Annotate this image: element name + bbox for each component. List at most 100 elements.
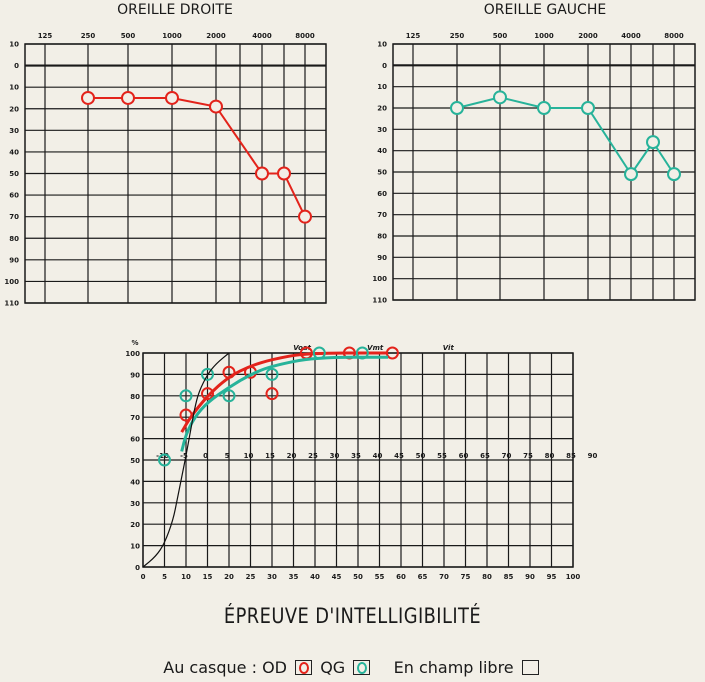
- x-tick-label: 35: [289, 573, 299, 581]
- x-tick-label: 60: [396, 573, 406, 581]
- threshold-annotation: Vmt: [367, 344, 384, 352]
- x-tick-label: 2000: [206, 32, 226, 40]
- y-tick-label: 0: [14, 62, 19, 70]
- upper-x-tick-label: 40: [373, 452, 383, 460]
- data-point-od: [265, 387, 279, 401]
- data-point-od: [179, 408, 193, 422]
- upper-x-tick-label: 20: [287, 452, 297, 460]
- y-tick-label: 10: [377, 41, 387, 49]
- x-tick-label: 4000: [621, 32, 641, 40]
- x-tick-label: 125: [406, 32, 421, 40]
- y-tick-label: 40: [130, 478, 140, 486]
- upper-x-tick-label: 75: [523, 452, 533, 460]
- y-tick-label: 30: [377, 126, 387, 134]
- legend-free-field-label: En champ libre: [393, 658, 514, 677]
- upper-x-tick-label: 80: [545, 452, 555, 460]
- x-tick-label: 65: [418, 573, 428, 581]
- data-point-og: [581, 101, 595, 115]
- x-tick-label: 45: [332, 573, 342, 581]
- x-tick-label: 500: [121, 32, 136, 40]
- x-tick-label: 80: [482, 573, 492, 581]
- upper-x-tick-label: 35: [351, 452, 361, 460]
- upper-x-tick-label: 65: [480, 452, 490, 460]
- x-tick-label: 30: [267, 573, 277, 581]
- y-tick-label: 110: [4, 300, 19, 308]
- y-tick-label: 90: [130, 371, 140, 379]
- series-line-od: [88, 96, 306, 218]
- y-tick-label: 70: [130, 414, 140, 422]
- x-tick-label: 250: [450, 32, 465, 40]
- x-tick-label: 100: [566, 573, 581, 581]
- y-tick-label: 70: [9, 213, 19, 221]
- y-tick-label: 80: [9, 235, 19, 243]
- x-tick-label: 500: [493, 32, 508, 40]
- x-tick-label: 90: [525, 573, 535, 581]
- y-tick-label: 30: [9, 127, 19, 135]
- data-point-od: [255, 166, 269, 181]
- data-point-od: [209, 99, 223, 114]
- y-tick-label: 60: [9, 192, 19, 200]
- data-point-og: [537, 101, 551, 115]
- upper-x-tick-label: 50: [416, 452, 426, 460]
- upper-x-tick-label: 10: [244, 452, 254, 460]
- y-tick-label: 50: [130, 457, 140, 465]
- data-point-og: [158, 453, 171, 467]
- legend-og-label: QG: [320, 658, 346, 677]
- data-point-od: [121, 90, 135, 105]
- speech-test-title: ÉPREUVE D'INTELLIGIBILITÉ: [223, 604, 482, 628]
- data-point-og: [312, 346, 326, 360]
- y-tick-label: 20: [130, 521, 140, 529]
- upper-x-tick-label: 15: [265, 452, 275, 460]
- upper-x-tick-label: 25: [308, 452, 318, 460]
- x-tick-label: 8000: [664, 32, 684, 40]
- y-tick-label: 10: [130, 543, 140, 551]
- data-point-od: [277, 166, 291, 181]
- y-tick-label: 40: [9, 148, 19, 156]
- y-tick-label: 100: [372, 275, 387, 283]
- y-tick-label: 60: [130, 436, 140, 444]
- audiogram-title: OREILLE GAUCHE: [484, 2, 606, 18]
- legend-prefix: Au casque :: [163, 658, 257, 677]
- x-tick-label: 125: [38, 32, 53, 40]
- y-axis-unit: %: [131, 339, 138, 347]
- upper-x-tick-label: 60: [459, 452, 469, 460]
- legend-og-swatch: [353, 660, 371, 675]
- upper-x-tick-label: 70: [502, 452, 512, 460]
- x-tick-label: 250: [81, 32, 96, 40]
- data-point-og: [201, 367, 214, 381]
- upper-x-tick-label: 45: [394, 452, 404, 460]
- data-point-og: [179, 389, 193, 403]
- x-tick-label: 75: [461, 573, 471, 581]
- x-tick-label: 10: [181, 573, 191, 581]
- legend-free-field-swatch: [521, 660, 539, 675]
- data-point-od: [201, 387, 214, 401]
- y-tick-label: 100: [4, 278, 19, 286]
- data-point-og: [624, 167, 638, 182]
- upper-x-tick-label: 85: [566, 452, 576, 460]
- x-tick-label: 85: [504, 573, 514, 581]
- data-point-og: [667, 167, 681, 182]
- x-tick-label: 0: [141, 573, 146, 581]
- fit-curve-reference: [142, 352, 230, 568]
- x-tick-label: 5: [162, 573, 167, 581]
- y-tick-label: 10: [9, 41, 19, 49]
- data-point-od: [385, 346, 399, 360]
- y-tick-label: 40: [377, 147, 387, 155]
- data-point-od: [165, 90, 179, 105]
- data-point-og: [222, 389, 236, 403]
- upper-x-tick-label: 90: [588, 452, 598, 460]
- data-point-og: [450, 101, 464, 115]
- x-tick-label: 1000: [534, 32, 554, 40]
- data-point-og: [355, 346, 369, 360]
- upper-x-tick-label: -10: [156, 452, 169, 460]
- series-line-og: [456, 96, 675, 176]
- upper-x-tick-label: 5: [225, 452, 230, 460]
- upper-x-tick-label: 30: [330, 452, 340, 460]
- x-tick-label: 15: [203, 573, 213, 581]
- y-tick-label: 100: [125, 350, 140, 358]
- x-tick-label: 1000: [162, 32, 182, 40]
- x-tick-label: 20: [224, 573, 234, 581]
- x-tick-label: 55: [375, 573, 385, 581]
- x-tick-label: 95: [547, 573, 557, 581]
